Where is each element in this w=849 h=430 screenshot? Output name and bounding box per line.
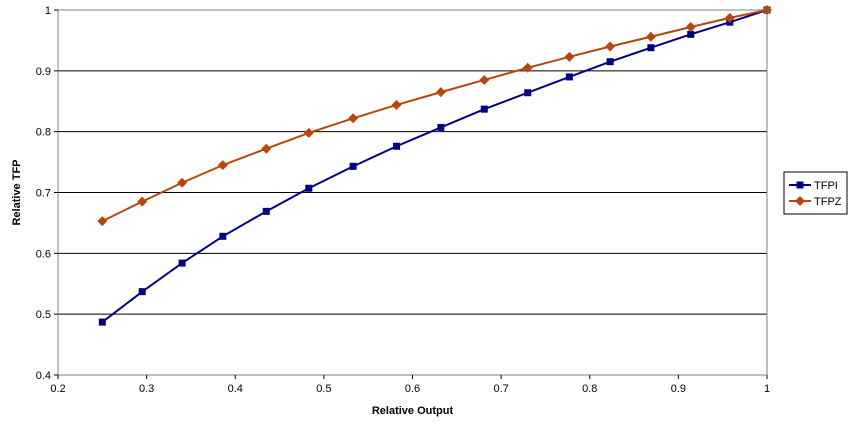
data-point-tfpz xyxy=(435,87,446,98)
x-axis-title: Relative Output xyxy=(372,405,454,417)
data-point-tfpi xyxy=(687,30,695,38)
y-tick-label: 0.6 xyxy=(36,248,51,260)
y-tick-label: 0.7 xyxy=(36,188,51,200)
legend-item-tfpi: TFPI xyxy=(789,180,838,192)
legend-label-tfpi: TFPI xyxy=(814,180,838,192)
legend-box xyxy=(783,171,848,215)
data-point-tfpi xyxy=(305,184,313,192)
gridlines xyxy=(58,9,767,315)
legend: TFPI TFPZ xyxy=(783,171,848,215)
x-tick-label: 1 xyxy=(764,383,770,395)
data-point-tfpz xyxy=(303,127,314,138)
data-point-tfpz xyxy=(522,62,533,73)
data-point-tfpi xyxy=(349,162,357,170)
data-point-tfpi xyxy=(262,207,270,215)
data-point-tfpz xyxy=(685,22,696,33)
series-tfpz xyxy=(97,5,772,227)
data-point-tfpi xyxy=(565,73,573,81)
data-point-tfpi xyxy=(437,123,445,131)
data-point-tfpz xyxy=(391,99,402,110)
data-point-tfpz xyxy=(479,74,490,85)
data-point-tfpz xyxy=(137,196,148,207)
data-point-tfpz xyxy=(645,31,656,42)
x-tick-label: 0.5 xyxy=(316,383,331,395)
y-axis: 0.4 0.5 0.6 0.7 0.8 0.9 1 xyxy=(36,5,58,382)
legend-label-tfpz: TFPZ xyxy=(814,196,842,208)
legend-item-tfpz: TFPZ xyxy=(789,196,842,208)
legend-marker-tfpz xyxy=(795,196,805,206)
data-point-tfpi xyxy=(524,89,532,97)
data-point-tfpz xyxy=(724,12,735,23)
y-tick-label: 0.9 xyxy=(36,66,51,78)
x-tick-label: 0.7 xyxy=(493,383,508,395)
data-point-tfpi xyxy=(98,318,106,326)
data-point-tfpi xyxy=(219,232,227,240)
y-tick-label: 0.8 xyxy=(36,127,51,139)
data-point-tfpz xyxy=(217,160,228,171)
data-point-tfpi xyxy=(138,288,146,296)
data-point-tfpz xyxy=(762,5,772,15)
data-point-tfpi xyxy=(480,105,488,113)
y-tick-label: 0.5 xyxy=(36,309,51,321)
y-tick-label: 0.4 xyxy=(36,370,51,382)
data-point-tfpi xyxy=(647,44,655,52)
x-axis: 0.2 0.3 0.4 0.5 0.6 0.7 0.8 0.9 1 xyxy=(50,375,770,395)
x-tick-label: 0.2 xyxy=(50,383,65,395)
data-point-tfpz xyxy=(261,143,272,154)
x-tick-label: 0.9 xyxy=(671,383,686,395)
data-point-tfpi xyxy=(606,58,614,66)
x-tick-label: 0.3 xyxy=(139,383,154,395)
x-tick-label: 0.4 xyxy=(228,383,243,395)
data-point-tfpz xyxy=(348,113,359,124)
y-tick-label: 1 xyxy=(45,5,51,17)
data-point-tfpz xyxy=(97,216,108,227)
x-tick-label: 0.8 xyxy=(582,383,597,395)
series-group xyxy=(97,5,772,326)
data-point-tfpi xyxy=(178,259,186,267)
y-axis-title: Relative TFP xyxy=(11,159,23,225)
legend-marker-tfpi xyxy=(796,181,804,189)
series-line-tfpi xyxy=(101,9,768,323)
x-tick-label: 0.6 xyxy=(405,383,420,395)
data-point-tfpz xyxy=(564,51,575,62)
data-point-tfpz xyxy=(177,177,188,188)
data-point-tfpz xyxy=(605,41,616,52)
series-tfpi xyxy=(98,6,771,326)
data-point-tfpi xyxy=(393,142,401,150)
